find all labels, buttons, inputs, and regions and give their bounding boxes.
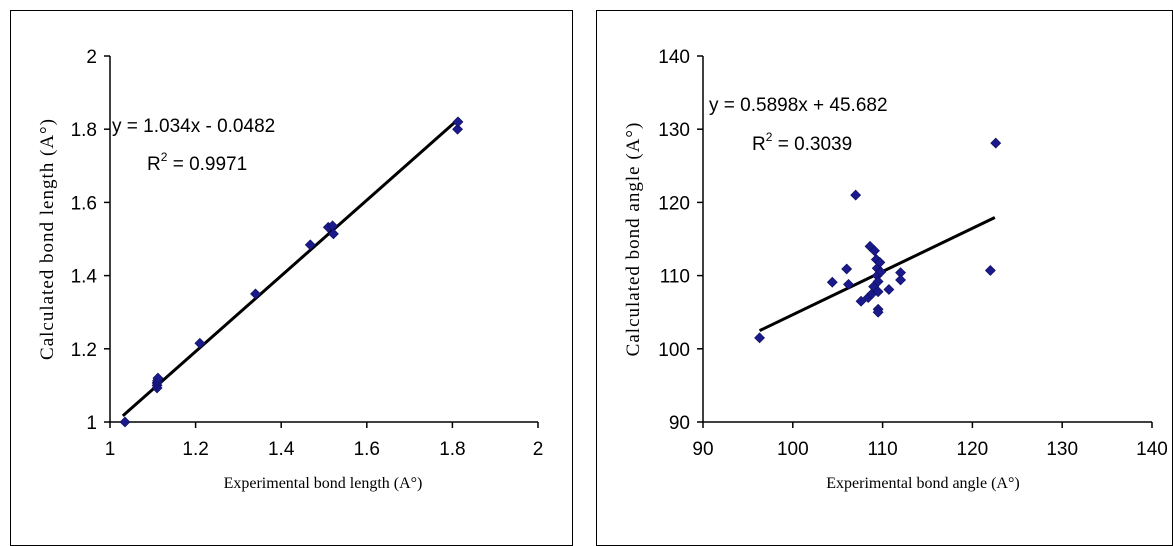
y-tick-label: 90	[669, 413, 690, 434]
data-point	[841, 263, 853, 275]
data-point	[194, 337, 206, 349]
equation-label: y = 1.034x - 0.0482	[112, 116, 275, 137]
r2-label: R2 = 0.3039	[752, 130, 852, 155]
chart-panel-bond-length	[10, 10, 573, 546]
y-axis-label: Calculated bond length (A°)	[37, 118, 58, 360]
chart-panel-bond-angle	[596, 10, 1173, 546]
data-point	[869, 245, 880, 257]
y-tick-label: 1.2	[71, 340, 97, 361]
data-point	[250, 288, 261, 300]
data-point	[984, 265, 996, 276]
data-point	[327, 228, 339, 240]
data-point	[152, 372, 164, 384]
data-point	[826, 276, 838, 288]
data-point	[452, 116, 464, 128]
data-point	[990, 137, 1002, 149]
bond-length-chart: 1 1.2 1.4 1.6 1.8 2 1 1.2 1.4 1.6 1.8 2 y = 1.034x…	[37, 47, 543, 492]
y-tick-label: 140	[658, 47, 690, 68]
x-ticks: 90 100 110 120 130 140	[692, 422, 1168, 460]
y-tick-label: 1	[86, 413, 97, 434]
x-tick-label: 100	[777, 439, 809, 460]
data-point	[119, 416, 131, 428]
y-tick-label: 1.6	[71, 193, 97, 214]
data-point	[850, 189, 862, 201]
data-point	[843, 278, 854, 290]
data-point	[872, 306, 884, 318]
x-tick-label: 1.2	[182, 439, 208, 460]
data-point	[875, 266, 887, 278]
y-ticks: 90 100 110 120 130 140	[658, 47, 703, 434]
data-point	[855, 295, 867, 307]
y-ticks: 1 1.2 1.4 1.6 1.8 2	[71, 47, 110, 434]
x-axis-label: Experimental bond angle (A°)	[826, 475, 1019, 492]
trendline	[121, 117, 460, 417]
y-tick-label: 130	[658, 120, 690, 141]
data-points	[119, 116, 464, 428]
data-points	[754, 137, 1002, 344]
data-point	[304, 239, 316, 251]
data-point	[872, 286, 884, 298]
x-tick-label: 1.8	[439, 439, 465, 460]
x-tick-label: 1.4	[268, 439, 295, 460]
y-tick-label: 120	[658, 193, 690, 214]
x-tick-label: 2	[533, 439, 544, 460]
x-tick-label: 1	[105, 439, 116, 460]
data-point	[895, 274, 906, 286]
x-tick-label: 90	[692, 439, 713, 460]
y-tick-label: 100	[658, 340, 690, 361]
x-tick-label: 130	[1046, 439, 1078, 460]
y-tick-label: 1.4	[71, 267, 98, 288]
x-tick-label: 120	[957, 439, 989, 460]
data-point	[452, 123, 463, 135]
data-point	[883, 284, 895, 295]
data-point	[754, 332, 765, 344]
x-tick-label: 110	[867, 439, 897, 460]
x-axis-label: Experimental bond length (A°)	[224, 475, 423, 492]
y-tick-label: 1.8	[71, 120, 97, 141]
x-tick-label: 1.6	[354, 439, 380, 460]
y-tick-label: 2	[86, 47, 97, 68]
x-tick-label: 140	[1136, 439, 1168, 460]
r2-label: R2 = 0.9971	[147, 150, 247, 175]
y-tick-label: 110	[660, 267, 690, 288]
x-ticks: 1 1.2 1.4 1.6 1.8 2	[105, 422, 544, 460]
y-axis-label: Calculated bond angle (A°)	[623, 122, 644, 357]
equation-label: y = 0.5898x + 45.682	[709, 95, 888, 116]
bond-angle-chart: 90 100 110 120 130 140 90 100 110 120 130 140 y = …	[623, 47, 1168, 492]
